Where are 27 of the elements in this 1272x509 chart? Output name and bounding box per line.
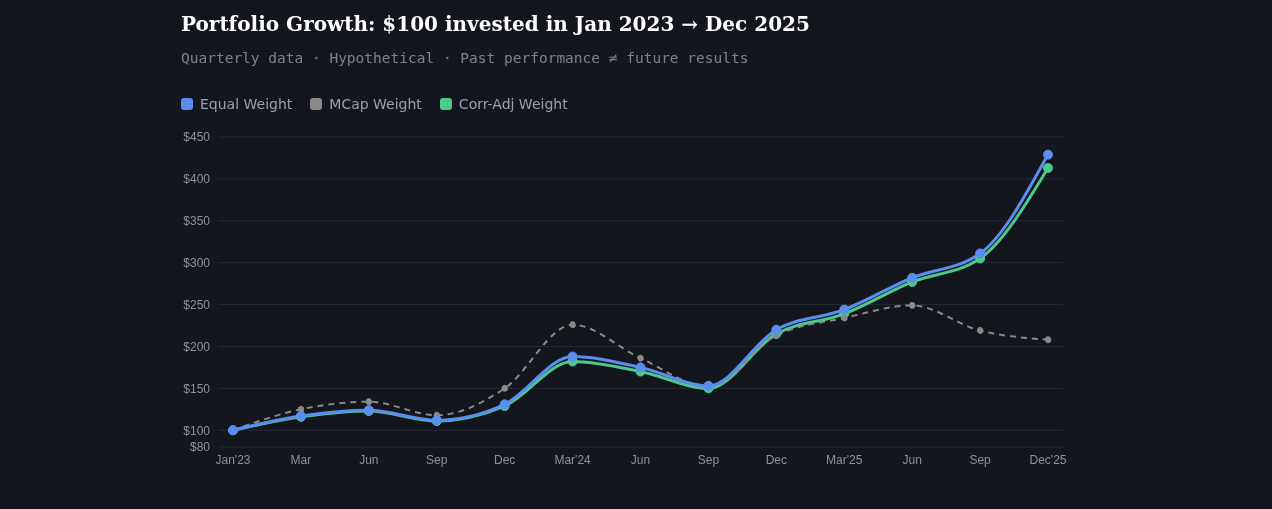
x-tick-label: Mar [290,452,312,467]
y-tick-label: $100 [183,423,211,438]
y-tick-label: $200 [183,339,211,354]
chart-subtitle: Quarterly data · Hypothetical · Past performance ≠ future results [180,50,750,66]
chart-title: Portfolio Growth: $100 invested in Jan 2023 → Dec 2025 [180,12,811,36]
y-tick-label: $150 [183,381,211,396]
y-tick-label: $300 [183,255,211,270]
y-tick-label: $450 [183,130,211,145]
x-tick-label: Dec'25 [1029,452,1067,467]
x-tick-label: Dec [765,452,788,467]
x-tick-label: Jun [630,452,651,467]
x-tick-label: Jan'23 [215,452,251,467]
legend-label: Corr-Adj Weight [457,96,568,112]
y-tick-label: $250 [183,297,211,312]
x-tick-label: Mar'24 [554,452,592,467]
y-tick-label: $400 [183,172,211,187]
x-tick-label: Mar'25 [826,452,863,467]
y-tick-label: $350 [183,214,211,229]
x-tick-label: Dec [493,452,516,467]
x-tick-label: Jun [359,452,379,467]
x-tick-label: Sep [969,452,992,467]
x-tick-label: Sep [697,452,720,467]
legend-label: Equal Weight [199,96,293,112]
y-tick-label: $80 [189,440,211,455]
x-tick-label: Sep [426,452,448,467]
legend-label: MCap Weight [328,96,422,112]
x-tick-label: Jun [902,452,922,467]
